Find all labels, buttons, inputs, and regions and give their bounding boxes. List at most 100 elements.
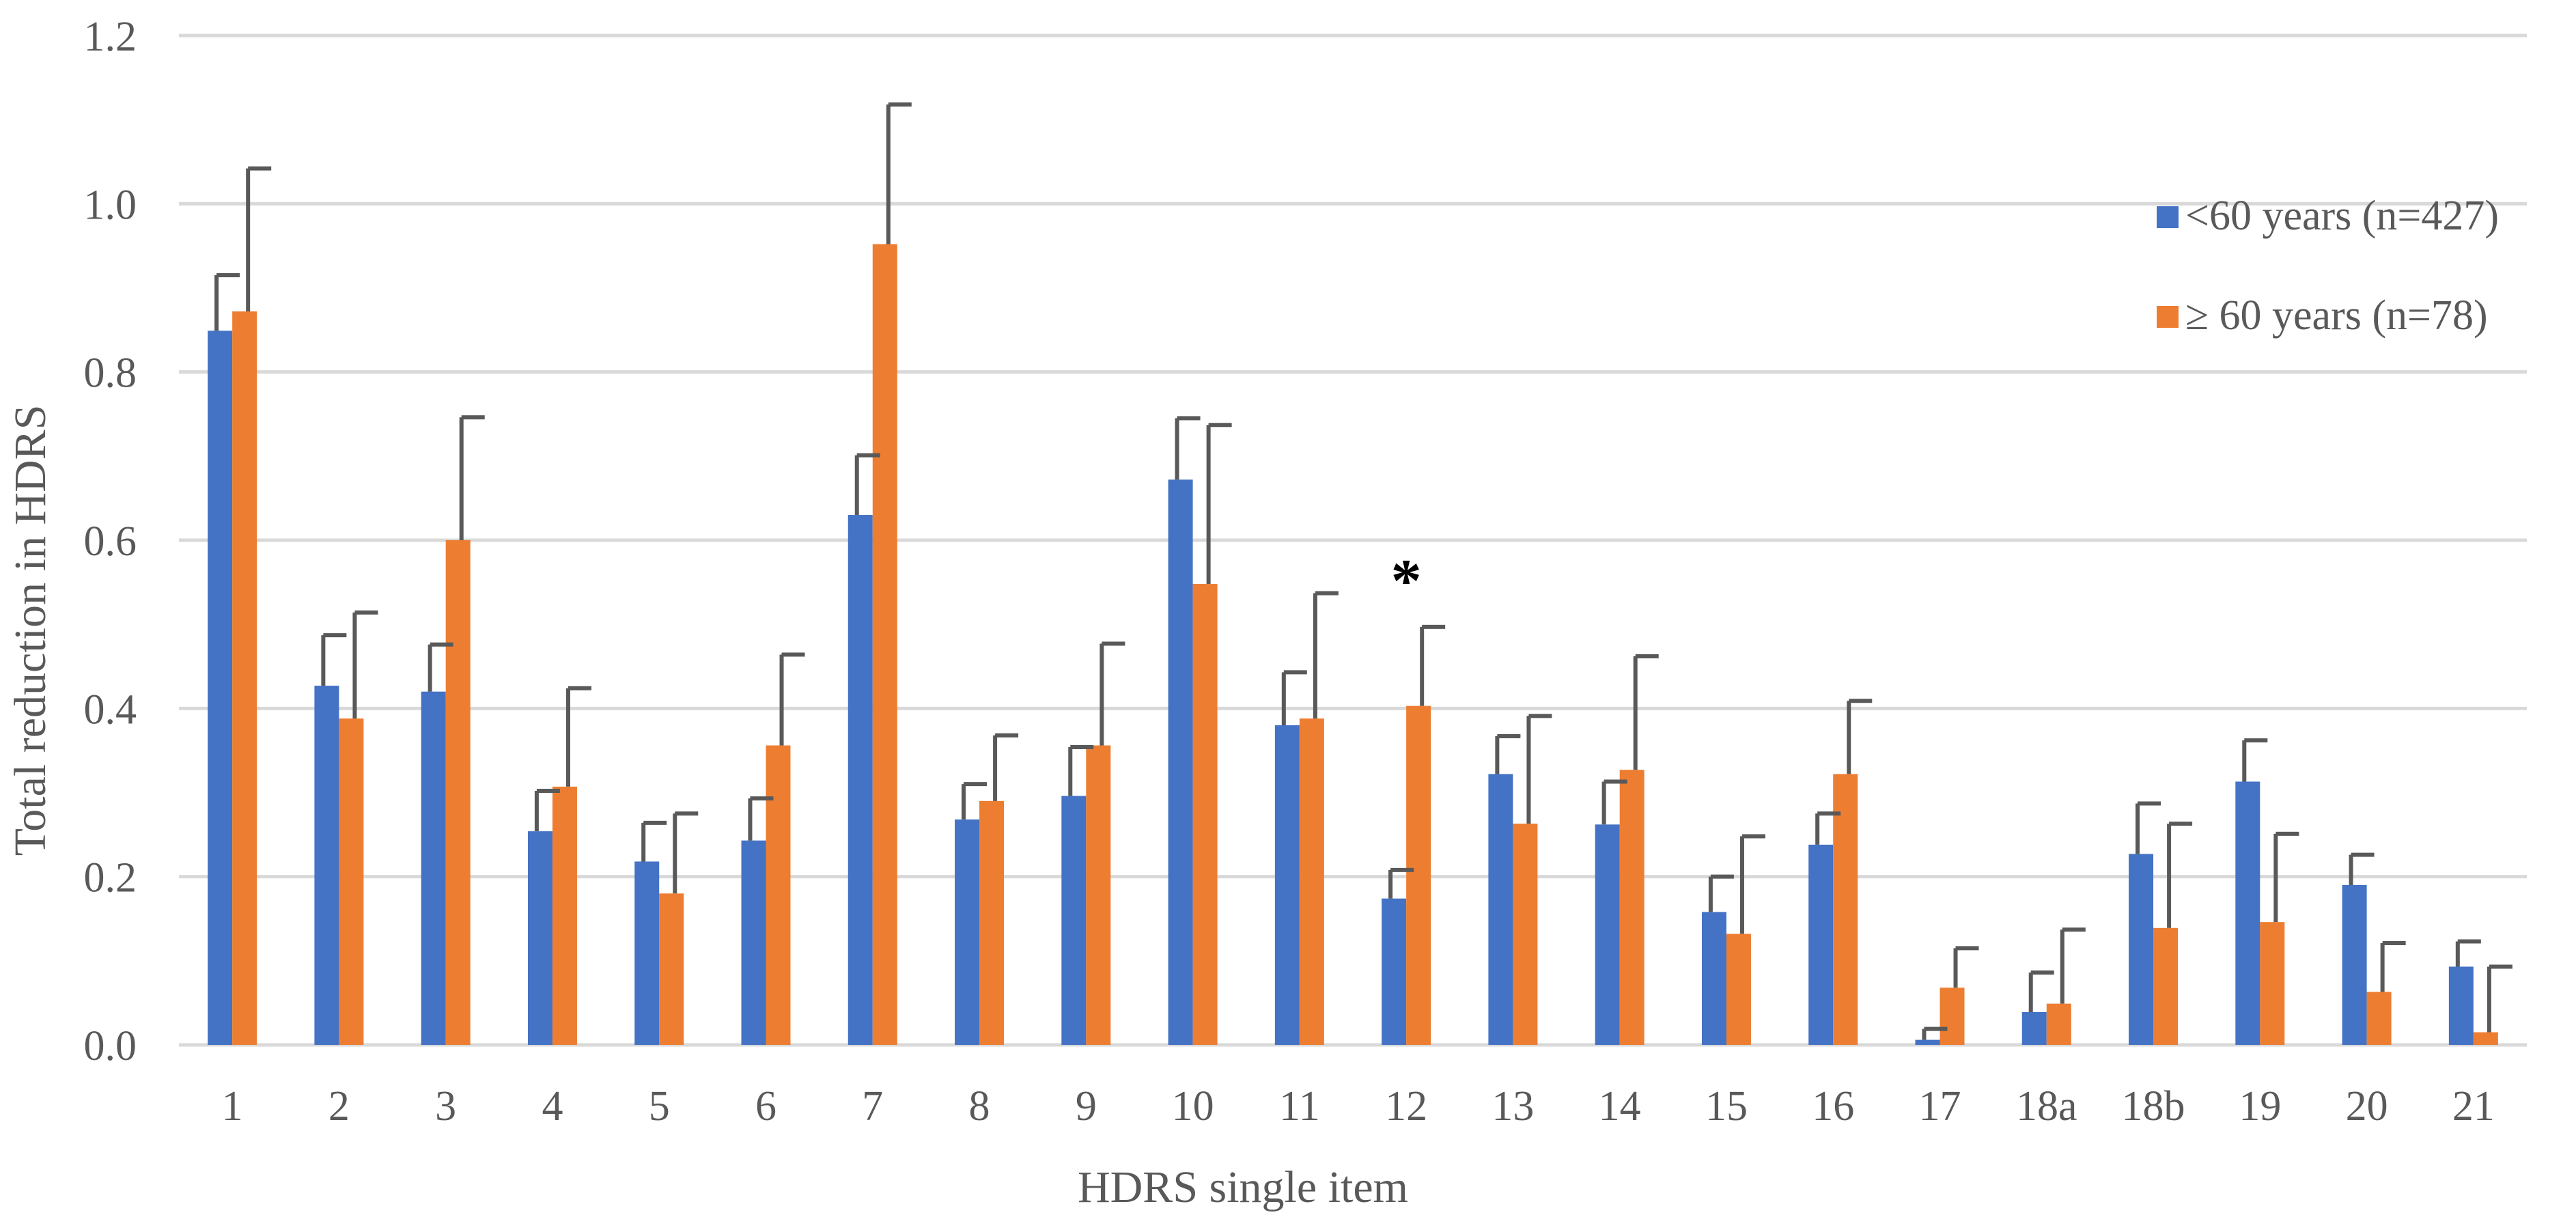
error-bar-60-plus-item-18b: [2167, 822, 2193, 928]
error-bar-60-plus-item-4: [565, 686, 591, 787]
bar-under-60-item-16: [1808, 844, 1834, 1045]
bar-60-plus-item-18b: [2153, 927, 2179, 1045]
y-tick-label: 0.2: [84, 855, 137, 901]
bar-60-plus-item-5: [659, 893, 684, 1045]
error-bar-under-60-item-4: [534, 789, 560, 832]
legend-label-under-60: <60 years (n=427): [2185, 193, 2499, 239]
error-bar-under-60-item-1: [214, 273, 240, 331]
x-tick-label-1: 1: [222, 1083, 243, 1130]
error-bar-under-60-item-3: [428, 642, 453, 692]
bar-60-plus-item-19: [2260, 922, 2285, 1045]
bar-under-60-item-17: [1915, 1039, 1940, 1045]
y-tick-label: 1.2: [84, 14, 137, 60]
error-bar-60-plus-item-21: [2487, 964, 2512, 1033]
bar-under-60-item-9: [1061, 796, 1087, 1045]
bar-under-60-item-10: [1168, 479, 1193, 1045]
error-bar-60-plus-item-19: [2273, 831, 2299, 923]
legend-swatch-60-plus: [2157, 306, 2179, 328]
bar-60-plus-item-15: [1726, 934, 1751, 1045]
x-tick-label-8: 8: [969, 1083, 990, 1130]
bar-under-60-item-18a: [2021, 1011, 2047, 1045]
y-tick-label: 0.6: [84, 518, 137, 565]
error-bar-under-60-item-2: [321, 633, 347, 686]
bar-60-plus-item-11: [1299, 718, 1324, 1045]
bar-60-plus-item-8: [979, 800, 1005, 1045]
error-bar-under-60-item-18b: [2136, 801, 2161, 854]
error-bar-under-60-item-16: [1815, 811, 1841, 845]
x-tick-label-19: 19: [2239, 1083, 2281, 1130]
x-tick-label-12: 12: [1385, 1083, 1427, 1130]
x-tick-label-4: 4: [542, 1083, 563, 1130]
bar-60-plus-item-3: [445, 540, 471, 1045]
error-bar-under-60-item-13: [1495, 733, 1521, 774]
bar-under-60-item-1: [208, 331, 233, 1046]
error-bar-60-plus-item-6: [779, 652, 805, 746]
x-tick-label-17: 17: [1919, 1083, 1961, 1130]
error-bar-under-60-item-18a: [2028, 970, 2054, 1012]
bar-under-60-item-14: [1595, 824, 1620, 1045]
error-bar-under-60-item-19: [2242, 738, 2268, 782]
legend-label-60-plus: ≥ 60 years (n=78): [2185, 292, 2488, 339]
bar-60-plus-item-21: [2473, 1032, 2498, 1045]
error-bar-under-60-item-7: [854, 453, 880, 516]
y-axis-label: Total reduction in HDRS: [5, 405, 55, 856]
error-bar-60-plus-item-9: [1100, 641, 1125, 746]
error-bar-60-plus-item-5: [673, 811, 699, 894]
bar-under-60-item-13: [1488, 774, 1513, 1045]
error-bar-60-plus-item-1: [246, 166, 272, 311]
bar-under-60-item-20: [2342, 884, 2367, 1045]
significance-asterisk: *: [1391, 547, 1422, 615]
bar-under-60-item-4: [527, 831, 552, 1045]
error-bar-under-60-item-12: [1388, 867, 1414, 899]
y-tick-label: 0.0: [84, 1023, 137, 1069]
bar-60-plus-item-1: [232, 311, 257, 1045]
bar-60-plus-item-20: [2366, 992, 2392, 1045]
error-bar-60-plus-item-3: [459, 415, 485, 540]
error-bar-under-60-item-20: [2349, 852, 2375, 885]
bar-60-plus-item-9: [1086, 745, 1111, 1045]
error-bars: [214, 102, 2512, 1040]
bar-60-plus-item-2: [339, 718, 364, 1045]
error-bar-under-60-item-9: [1068, 744, 1094, 796]
bar-under-60-item-11: [1274, 725, 1300, 1045]
error-bar-60-plus-item-12: [1420, 624, 1446, 706]
x-tick-label-2: 2: [328, 1083, 350, 1130]
legend[interactable]: <60 years (n=427) ≥ 60 years (n=78): [2157, 193, 2499, 339]
x-tick-label-9: 9: [1076, 1083, 1097, 1130]
y-tick-label: 0.4: [84, 686, 137, 733]
bar-under-60-item-6: [741, 840, 766, 1045]
bar-60-plus-item-16: [1833, 774, 1858, 1045]
bar-under-60-item-7: [848, 515, 873, 1045]
error-bar-60-plus-item-2: [352, 610, 378, 719]
bar-60-plus-item-10: [1192, 584, 1218, 1045]
error-bar-under-60-item-17: [1922, 1026, 1948, 1040]
error-bar-under-60-item-14: [1601, 779, 1627, 825]
x-tick-label-16: 16: [1812, 1083, 1854, 1130]
bar-under-60-item-3: [421, 691, 446, 1045]
error-bar-under-60-item-21: [2455, 939, 2481, 967]
bar-under-60-item-12: [1382, 898, 1407, 1045]
error-bar-60-plus-item-17: [1953, 946, 1979, 988]
y-tick-label: 1.0: [84, 182, 137, 228]
bar-60-plus-item-14: [1619, 770, 1644, 1045]
x-tick-label-13: 13: [1492, 1083, 1534, 1130]
bar-60-plus-item-18a: [2046, 1003, 2071, 1045]
bar-under-60-item-2: [314, 686, 339, 1045]
error-bar-60-plus-item-7: [886, 102, 912, 244]
bar-under-60-item-8: [955, 819, 980, 1045]
error-bar-60-plus-item-11: [1313, 591, 1339, 719]
error-bar-60-plus-item-8: [993, 733, 1019, 801]
x-tick-label-20: 20: [2346, 1083, 2388, 1130]
x-tick-label-6: 6: [755, 1083, 776, 1130]
x-tick-label-7: 7: [862, 1083, 883, 1130]
x-tick-label-15: 15: [1705, 1083, 1748, 1130]
annotations: *: [1391, 547, 1422, 615]
x-tick-label-21: 21: [2452, 1083, 2495, 1130]
error-bar-60-plus-item-13: [1526, 714, 1552, 824]
error-bar-60-plus-item-18a: [2060, 927, 2086, 1004]
error-bar-under-60-item-6: [748, 796, 774, 841]
bar-under-60-item-21: [2448, 966, 2474, 1045]
error-bar-60-plus-item-10: [1206, 423, 1232, 585]
